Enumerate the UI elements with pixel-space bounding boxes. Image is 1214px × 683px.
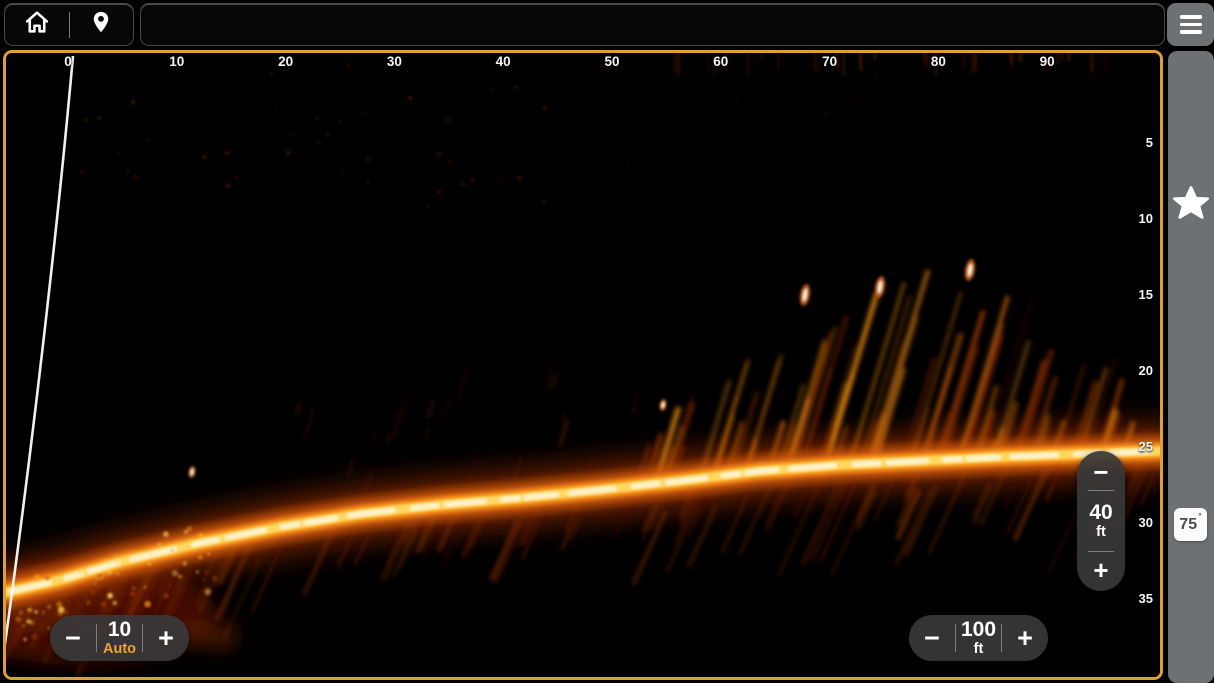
range-label: 30 <box>386 54 402 69</box>
depth-range-decrease-button[interactable]: − <box>1093 457 1109 487</box>
right-sidebar: 75 ° <box>1168 51 1214 683</box>
range-number: 100 <box>960 618 997 642</box>
home-button[interactable] <box>5 4 69 45</box>
range-label: 70 <box>822 54 838 69</box>
range-label: 60 <box>713 54 729 69</box>
range-unit: ft <box>973 641 984 658</box>
depth-range-unit: ft <box>1096 524 1106 541</box>
sonar-image <box>6 53 1160 677</box>
range-label: 80 <box>930 54 946 69</box>
range-label: 20 <box>278 54 294 69</box>
temperature-badge: 75 ° <box>1174 508 1207 541</box>
status-bar <box>140 3 1165 46</box>
range-increase-button[interactable]: + <box>1017 622 1033 653</box>
sensitivity-increase-button[interactable]: + <box>158 622 174 653</box>
depth-label: 20 <box>1138 363 1153 378</box>
depth-range-increase-button[interactable]: + <box>1093 555 1109 585</box>
depth-label: 5 <box>1145 135 1153 150</box>
waypoint-button[interactable] <box>70 4 134 45</box>
sensitivity-value: 10 Auto <box>97 619 142 657</box>
menu-button[interactable] <box>1167 3 1214 46</box>
range-value: 100 ft <box>956 619 1001 657</box>
sonar-panel[interactable]: 0 10 20 30 40 50 60 70 80 90 5 10 15 20 25 30 35 − 10 A… <box>3 50 1163 680</box>
nav-divider <box>68 11 70 38</box>
star-icon <box>1169 182 1213 231</box>
range-label: 90 <box>1039 54 1055 69</box>
range-label: 10 <box>169 54 185 69</box>
sensitivity-control: − 10 Auto + <box>50 615 189 661</box>
depth-range-number: 40 <box>1089 501 1113 525</box>
depth-label: 35 <box>1138 591 1153 606</box>
nav-button-group <box>4 3 134 46</box>
range-control: − 100 ft + <box>909 615 1048 661</box>
depth-range-control: − 40 ft + <box>1077 451 1125 591</box>
sensitivity-number: 10 <box>107 618 132 642</box>
range-label: 50 <box>604 54 620 69</box>
depth-label: 15 <box>1138 287 1153 302</box>
favorite-button[interactable] <box>1168 183 1214 229</box>
depth-label: 30 <box>1138 515 1153 530</box>
depth-range-value: 40 ft <box>1089 491 1112 551</box>
depth-label: 25 <box>1138 439 1153 454</box>
range-label: 40 <box>495 54 511 69</box>
map-pin-icon <box>88 9 114 40</box>
temperature-unit: ° <box>1198 511 1202 521</box>
temperature-value: 75 <box>1179 515 1198 533</box>
range-decrease-button[interactable]: − <box>924 622 940 653</box>
range-label: 0 <box>64 54 72 69</box>
home-icon <box>23 8 51 41</box>
top-bar <box>0 0 1214 50</box>
sensitivity-decrease-button[interactable]: − <box>65 622 81 653</box>
sensitivity-mode: Auto <box>102 641 136 658</box>
depth-label: 10 <box>1138 211 1153 226</box>
